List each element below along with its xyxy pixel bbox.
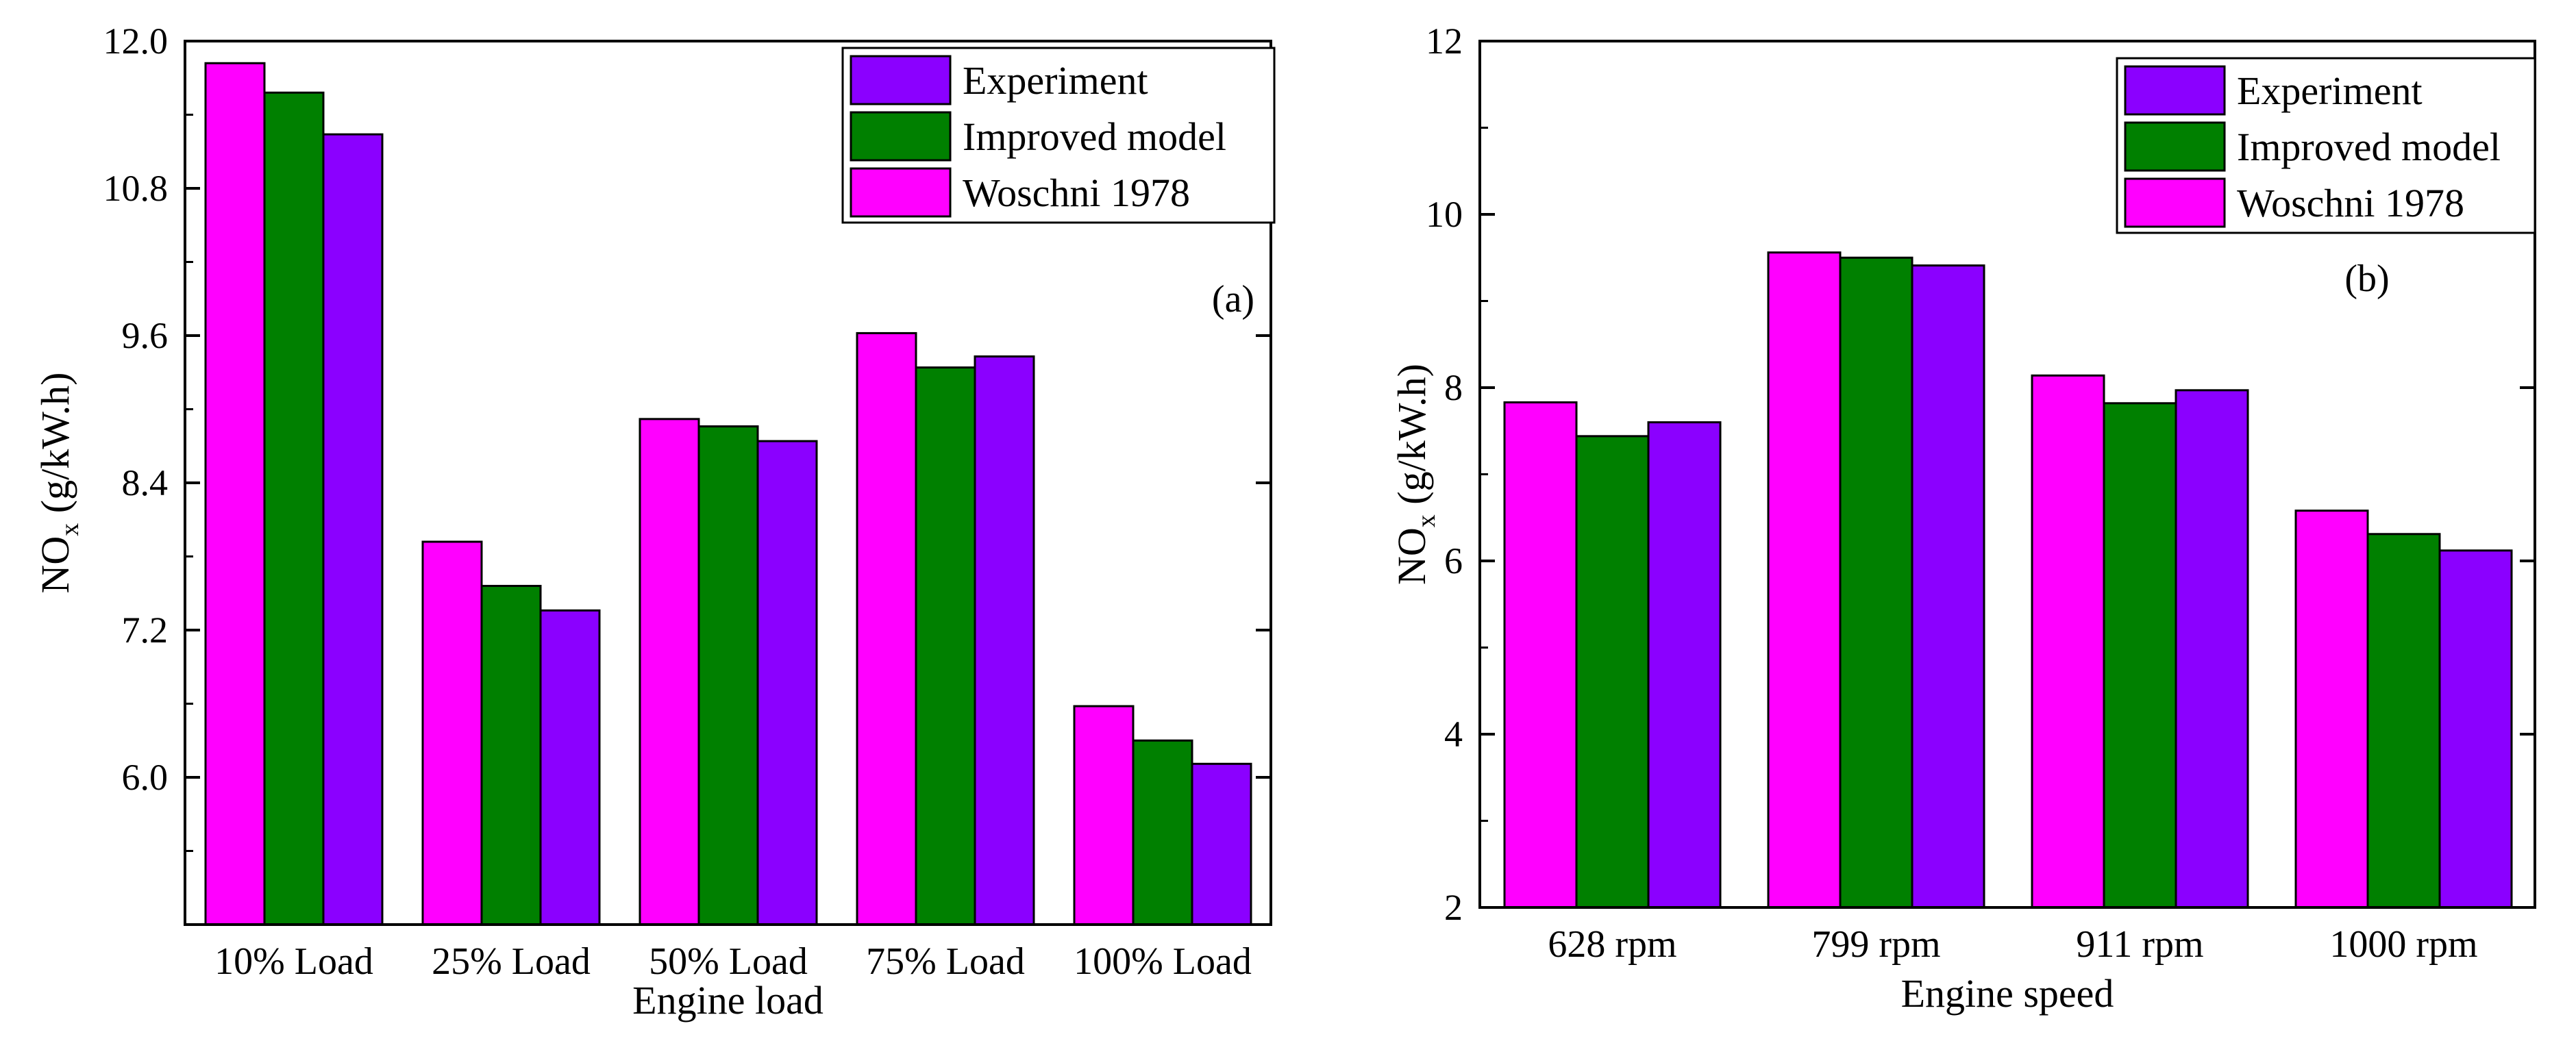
y-tick-label: 2 [1444, 887, 1463, 928]
y-tick-label: 8 [1444, 367, 1463, 408]
y-tick-label: 6 [1444, 540, 1463, 581]
y-tick-label: 6.0 [122, 757, 169, 798]
bar-experiment-0 [322, 133, 384, 926]
bar-woschni-1978-4 [1073, 705, 1135, 926]
x-tick-label: 10% Load [214, 940, 373, 983]
legend-label: Woschni 1978 [2237, 181, 2464, 225]
x-tick-label: 75% Load [866, 940, 1025, 983]
legend: Experiment Improved model Woschni 1978 [2116, 57, 2536, 234]
legend-swatch-experiment [850, 55, 952, 105]
bar-woschni-1978-3 [856, 331, 917, 926]
bar-woschni-1978-0 [204, 62, 266, 926]
bar-experiment-2 [2175, 389, 2249, 909]
bar-experiment-3 [2438, 549, 2513, 909]
y-axis-title-main: NO [1389, 527, 1434, 585]
bar-improved-model-1 [480, 585, 542, 926]
bar-experiment-1 [1911, 264, 1985, 909]
bar-improved-model-1 [1839, 256, 1914, 909]
y-axis-title-sub: x [1412, 514, 1441, 527]
panel-label: (a) [1212, 278, 1254, 321]
bar-improved-model-4 [1132, 739, 1193, 926]
panel-label: (b) [2344, 258, 2389, 300]
bar-woschni-1978-1 [421, 540, 483, 926]
bar-improved-model-3 [915, 366, 976, 926]
legend-swatch-experiment [2124, 65, 2226, 116]
bar-woschni-1978-2 [639, 418, 700, 926]
bar-improved-model-2 [2103, 402, 2177, 909]
x-tick-label: 25% Load [432, 940, 591, 983]
y-tick-label: 4 [1444, 714, 1463, 755]
y-tick-label: 10.8 [103, 168, 169, 209]
x-tick-label: 911 rpm [2076, 923, 2203, 966]
x-tick-label: 628 rpm [1548, 923, 1676, 966]
y-axis-title-unit: (g/kW.h) [33, 373, 77, 523]
legend-label: Experiment [2237, 68, 2423, 113]
legend-swatch-woschni-1978 [850, 167, 952, 218]
bar-improved-model-3 [2366, 533, 2441, 909]
bar-improved-model-0 [263, 91, 325, 926]
bar-woschni-1978-3 [2294, 510, 2369, 909]
legend-swatch-improved-model [850, 111, 952, 162]
bar-experiment-0 [1647, 421, 1722, 909]
y-axis-title-main: NO [33, 536, 77, 594]
chart-panel-a: 10% Load 25% Load 50% Load 75% Load 100% Loa… [33, 21, 1276, 1023]
legend-label: Improved model [2237, 125, 2501, 169]
bar-improved-model-0 [1575, 435, 1650, 909]
y-tick-label: 9.6 [122, 315, 169, 356]
legend-label: Experiment [963, 58, 1148, 103]
x-tick-label: 1000 rpm [2329, 923, 2477, 966]
x-axis-title: Engine load [632, 978, 823, 1023]
x-tick-label: 50% Load [649, 940, 808, 983]
y-axis-title-unit: (g/kW.h) [1389, 364, 1434, 514]
y-tick-label: 10 [1426, 194, 1463, 235]
legend-label: Woschni 1978 [963, 171, 1190, 215]
y-axis-title-sub: x [55, 523, 84, 536]
y-tick-label: 12 [1426, 21, 1463, 62]
y-tick-label: 7.2 [122, 610, 169, 651]
x-tick-label: 100% Load [1074, 940, 1252, 983]
bar-woschni-1978-0 [1503, 401, 1578, 909]
bar-experiment-4 [1191, 762, 1252, 926]
y-axis-title: NOx (g/kW.h) [1389, 364, 1441, 585]
bar-woschni-1978-1 [1767, 251, 1842, 909]
x-tick-label: 799 rpm [1811, 923, 1940, 966]
y-tick-label: 12.0 [103, 21, 169, 62]
y-axis-title: NOx (g/kW.h) [33, 373, 84, 594]
legend-label: Improved model [963, 114, 1226, 159]
legend-swatch-woschni-1978 [2124, 177, 2226, 228]
bar-experiment-2 [756, 440, 818, 926]
bar-woschni-1978-2 [2031, 374, 2105, 909]
chart-panel-b: 628 rpm 799 rpm 911 rpm 1000 rpm 2 4 6 8 10 12 NOx… [1389, 21, 2536, 1016]
bar-experiment-1 [539, 609, 601, 926]
legend: Experiment Improved model Woschni 1978 [841, 47, 1276, 224]
x-axis-title: Engine speed [1901, 971, 2114, 1016]
bar-experiment-3 [974, 355, 1035, 926]
legend-swatch-improved-model [2124, 121, 2226, 172]
bar-improved-model-2 [697, 425, 759, 926]
y-tick-label: 8.4 [122, 462, 169, 503]
